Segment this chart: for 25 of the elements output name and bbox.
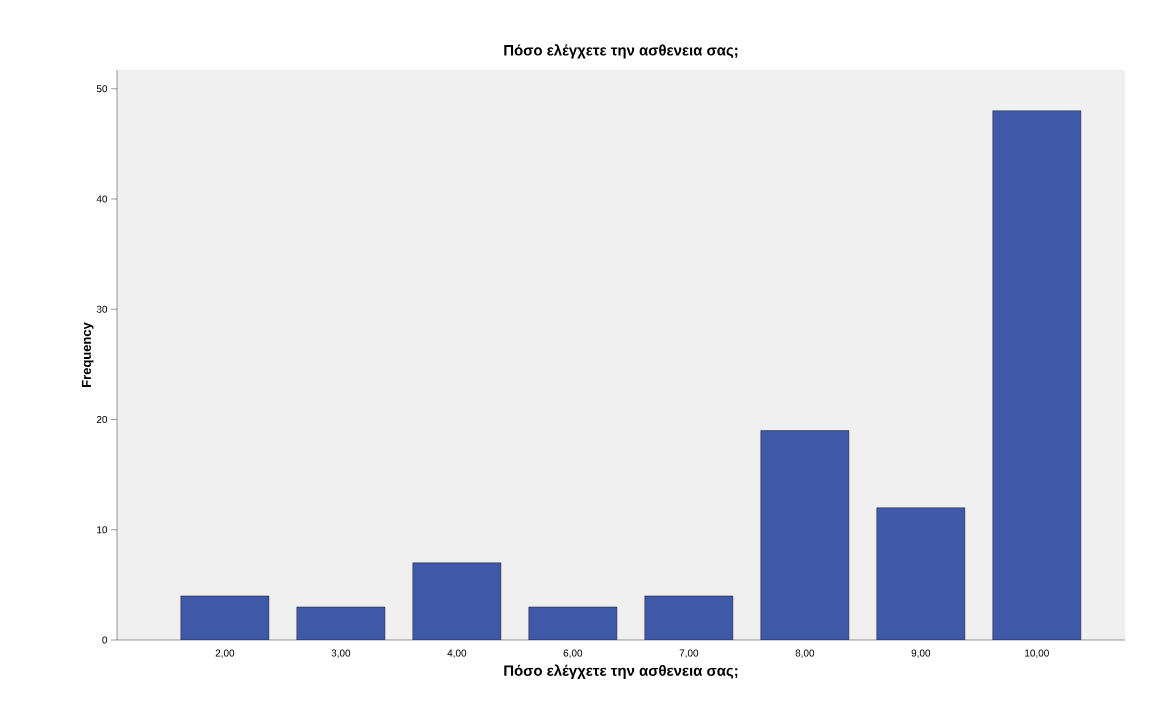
y-axis-title: Frequency: [81, 322, 94, 387]
x-tick-label: 9,00: [911, 649, 931, 658]
bar: [876, 507, 965, 640]
x-axis-title: Πόσο ελέγχετε την ασθενεια σας;: [504, 664, 738, 679]
x-tick-label: 3,00: [331, 649, 351, 658]
bar: [760, 430, 849, 640]
y-tick-label: 40: [96, 195, 108, 203]
bar: [296, 606, 385, 640]
bar: [644, 595, 733, 640]
x-tick-label: 2,00: [215, 649, 235, 658]
x-tick-label: 4,00: [447, 649, 467, 658]
y-tick-label: 20: [96, 415, 108, 424]
x-tick-label: 8,00: [795, 649, 815, 658]
x-tick-label: 10,00: [1025, 649, 1049, 658]
y-tick-label: 10: [97, 526, 108, 534]
x-tick-label: 7,00: [679, 649, 699, 658]
bar: [412, 562, 501, 640]
bar: [528, 606, 617, 640]
y-tick-label: 30: [96, 305, 108, 313]
y-tick-label: 0: [102, 636, 108, 644]
bar: [992, 110, 1082, 640]
chart-title: Πόσο ελέγχετε την ασθενεια σας;: [504, 44, 738, 59]
y-tick-label: 50: [96, 85, 108, 93]
x-tick-label: 6,00: [563, 649, 583, 658]
bar: [180, 595, 269, 640]
